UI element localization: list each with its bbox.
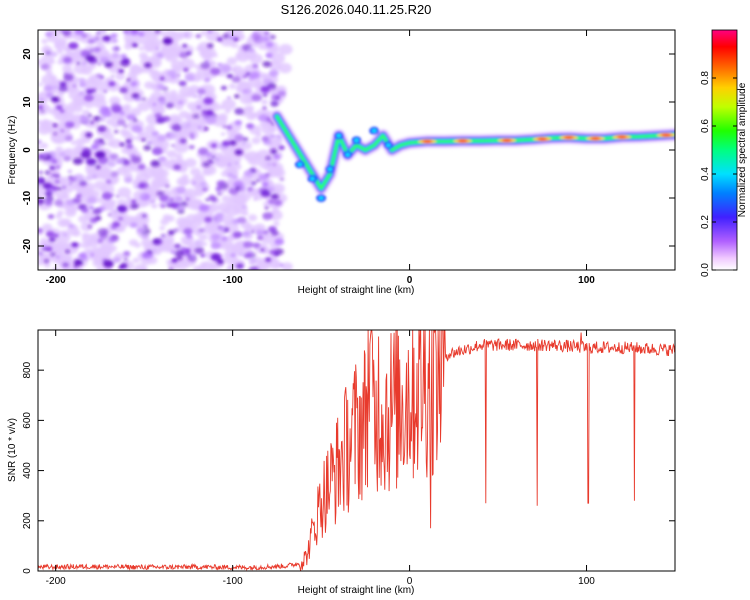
- spectrogram-xtick-label: 100: [578, 275, 595, 286]
- colorbar-tick-label: 0.6: [700, 119, 711, 133]
- snr-ytick-label: 200: [22, 512, 33, 529]
- colorbar-tick-label: 0.8: [700, 71, 711, 85]
- colorbar-tick-label: 0.2: [700, 215, 711, 229]
- spectrogram-ytick-label: -10: [22, 190, 33, 205]
- snr-xtick-label: -200: [46, 576, 66, 587]
- colorbar-tick-label: 0.0: [700, 263, 711, 277]
- spectrogram-xlabel: Height of straight line (km): [298, 285, 415, 296]
- snr-plot-area: [38, 330, 675, 571]
- snr-line: [38, 330, 675, 571]
- signal-ridge: [269, 109, 675, 202]
- spectrogram-ytick-label: -20: [22, 238, 33, 253]
- spectrogram-ylabel: Frequency (Hz): [7, 116, 18, 185]
- snr-xtick-label: 0: [407, 576, 413, 587]
- snr-xtick-label: 100: [578, 576, 595, 587]
- chart-title: S126.2026.040.11.25.R20: [281, 2, 432, 17]
- snr-ytick-label: 600: [22, 412, 33, 429]
- spectrogram-ytick-label: 0: [22, 147, 33, 153]
- snr-xlabel: Height of straight line (km): [298, 585, 415, 596]
- snr-series: [38, 330, 675, 571]
- colorbar-label: Normalized spectral amplitude: [737, 82, 748, 217]
- spectrogram-ytick-label: 20: [22, 48, 33, 60]
- snr-ytick-label: 400: [22, 462, 33, 479]
- snr-ytick-label: 0: [22, 568, 33, 574]
- colorbar: [711, 29, 738, 271]
- snr-ylabel: SNR (10 * v/v): [7, 418, 18, 482]
- spectrogram-xtick-label: -200: [46, 275, 66, 286]
- colorbar-tick-label: 0.4: [700, 167, 711, 181]
- snr-xtick-label: -100: [223, 576, 243, 587]
- snr-ytick-label: 800: [22, 361, 33, 378]
- snr-frame: [37, 329, 676, 572]
- noise-region: [38, 30, 293, 270]
- spectrogram-xtick-label: -100: [223, 275, 243, 286]
- colorbar-ticks: 0.0 0.2 0.4 0.6 0.8: [700, 71, 737, 277]
- snr-ticks: -200 -100 0 100 0 200 400 600 800: [22, 330, 675, 587]
- spectrogram-xtick-label: 0: [407, 275, 413, 286]
- spectrogram-ytick-label: 10: [22, 96, 33, 108]
